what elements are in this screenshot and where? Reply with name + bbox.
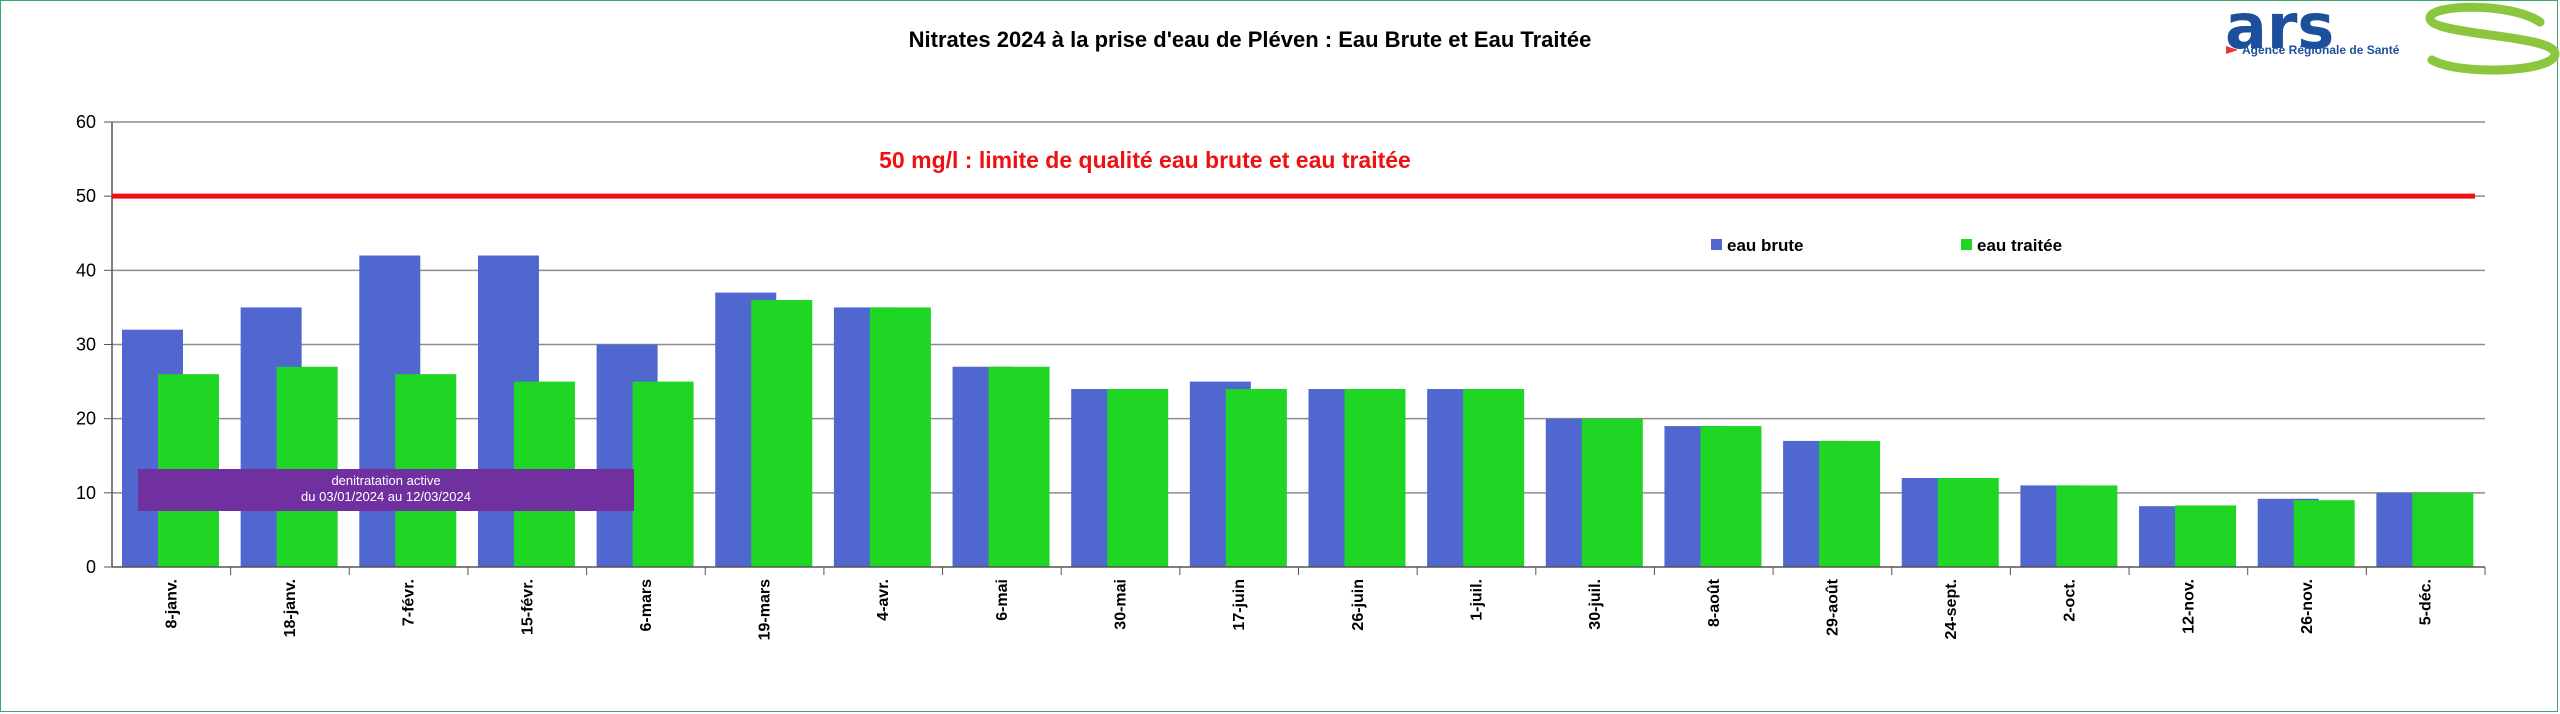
logo-arrow-icon xyxy=(2226,46,2238,54)
x-tick-label: 17-juin xyxy=(1231,579,1248,631)
note-line2: du 03/01/2024 au 12/03/2024 xyxy=(301,489,471,504)
legend-swatch-eau-traitee xyxy=(1961,239,1972,250)
x-tick-label: 8-août xyxy=(1706,578,1723,627)
x-tick-label: 6-mai xyxy=(994,579,1011,621)
y-tick-label: 0 xyxy=(86,557,96,577)
y-tick-label: 30 xyxy=(76,335,96,355)
bar-eau-traitee xyxy=(1344,389,1406,567)
x-tick-label: 12-nov. xyxy=(2180,579,2197,634)
gridlines xyxy=(112,121,2485,494)
y-tick-label: 60 xyxy=(76,112,96,132)
bar-eau-traitee xyxy=(276,366,338,567)
x-tick-label: 5-déc. xyxy=(2418,579,2435,625)
limit-label: 50 mg/l : limite de qualité eau brute et… xyxy=(879,147,1411,173)
x-tick-label: 7-févr. xyxy=(401,579,418,626)
bar-eau-traitee xyxy=(2056,485,2118,567)
chart-title: Nitrates 2024 à la prise d'eau de Pléven… xyxy=(909,27,1592,52)
legend-swatch-eau-brute xyxy=(1711,239,1722,250)
bar-eau-traitee xyxy=(632,381,694,567)
x-tick-label: 8-janv. xyxy=(163,579,180,629)
x-tick-label: 19-mars xyxy=(757,579,774,640)
x-tick-label: 18-janv. xyxy=(282,579,299,637)
bar-eau-traitee xyxy=(2412,492,2474,567)
bar-eau-traitee xyxy=(1581,418,1643,567)
x-tick-label: 24-sept. xyxy=(1943,579,1960,639)
x-tick-label: 15-févr. xyxy=(519,579,536,635)
note-line1: denitratation active xyxy=(331,473,440,488)
bar-eau-traitee xyxy=(2293,500,2355,567)
legend-label-eau-brute: eau brute xyxy=(1727,236,1804,255)
x-tick-label: 4-avr. xyxy=(875,579,892,621)
x-tick-label: 2-oct. xyxy=(2062,579,2079,622)
bar-eau-traitee xyxy=(869,307,931,567)
axes: 0 10 20 30 40 50 60 8-janv. 18-janv. 7-févr. 15-fé… xyxy=(76,112,2486,640)
denitratation-note: denitratation active du 03/01/2024 au 12… xyxy=(138,469,634,511)
x-tick-label: 26-juin xyxy=(1350,579,1367,631)
bar-eau-traitee xyxy=(1937,478,1999,567)
bars xyxy=(122,255,2474,567)
bar-eau-traitee xyxy=(1225,389,1287,567)
x-tick-label: 6-mars xyxy=(638,579,655,632)
y-tick-label: 10 xyxy=(76,483,96,503)
y-tick-label: 50 xyxy=(76,186,96,206)
bar-eau-traitee xyxy=(2175,505,2237,567)
x-tick-label: 30-juil. xyxy=(1587,579,1604,630)
bar-eau-traitee xyxy=(988,366,1050,567)
logo-letters: ars xyxy=(2225,0,2334,63)
bar-eau-traitee xyxy=(1819,440,1881,567)
x-tick-label: 1-juil. xyxy=(1468,579,1485,621)
note-box xyxy=(138,469,634,511)
bar-eau-traitee xyxy=(751,300,813,567)
x-tick-label: 26-nov. xyxy=(2299,579,2316,634)
y-tick-label: 40 xyxy=(76,260,96,280)
x-tick-label: 29-août xyxy=(1824,578,1841,636)
legend: eau brute eau traitée xyxy=(1711,236,2062,255)
y-tick-label: 20 xyxy=(76,409,96,429)
logo-swoosh xyxy=(2425,2,2560,75)
ars-logo: ars Agence Régionale de Santé xyxy=(2225,0,2560,75)
bar-eau-traitee xyxy=(1463,389,1525,567)
legend-label-eau-traitee: eau traitée xyxy=(1977,236,2062,255)
bar-eau-traitee xyxy=(1107,389,1169,567)
bar-eau-traitee xyxy=(1700,426,1762,567)
logo-text: Agence Régionale de Santé xyxy=(2242,43,2400,57)
x-tick-label: 30-mai xyxy=(1113,579,1130,630)
